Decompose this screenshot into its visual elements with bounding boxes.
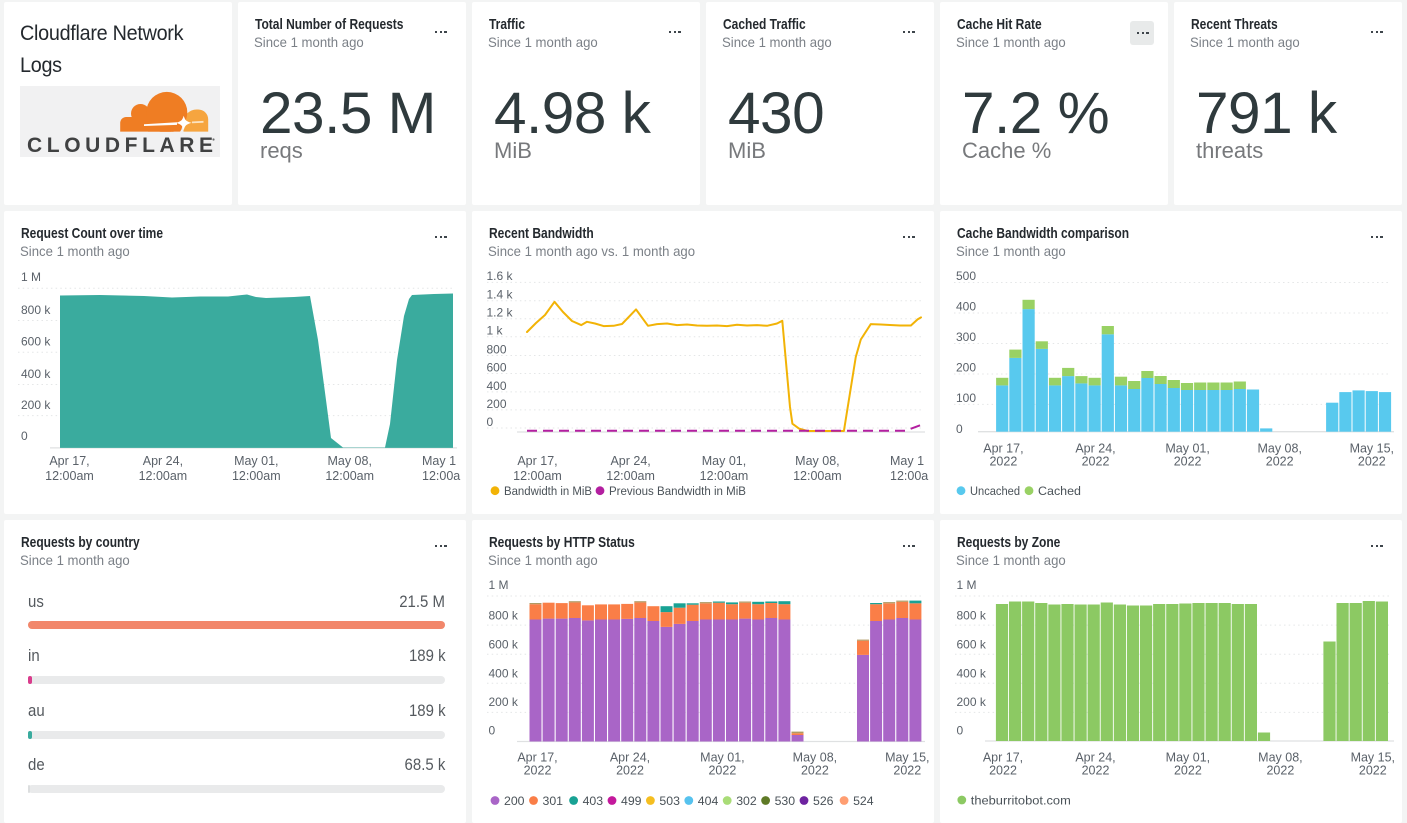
svg-text:1 k: 1 k <box>487 324 504 338</box>
svg-text:Apr 24,: Apr 24, <box>1075 750 1115 764</box>
svg-text:301: 301 <box>543 794 564 808</box>
svg-text:400 k: 400 k <box>957 667 987 681</box>
svg-text:2022: 2022 <box>1082 455 1110 469</box>
svg-text:12:00am: 12:00am <box>700 469 749 483</box>
svg-text:May 01,: May 01, <box>1165 441 1209 455</box>
svg-text:530: 530 <box>775 794 796 808</box>
svg-text:Bandwidth in MiB: Bandwidth in MiB <box>504 484 592 498</box>
svg-text:0: 0 <box>489 724 496 738</box>
svg-text:May 1: May 1 <box>890 454 924 468</box>
svg-text:May 08,: May 08, <box>327 454 371 468</box>
svg-text:Apr 17,: Apr 17, <box>517 750 557 764</box>
svg-text:1.2 k: 1.2 k <box>487 306 514 320</box>
svg-text:400 k: 400 k <box>489 667 519 681</box>
svg-text:Previous Bandwidth in MiB: Previous Bandwidth in MiB <box>609 484 746 498</box>
svg-text:503: 503 <box>659 794 680 808</box>
svg-text:2022: 2022 <box>708 764 736 778</box>
svg-text:2022: 2022 <box>1174 455 1202 469</box>
svg-text:12:00a: 12:00a <box>890 469 928 483</box>
svg-text:526: 526 <box>813 794 834 808</box>
svg-text:May 15,: May 15, <box>885 750 929 764</box>
svg-text:403: 403 <box>583 794 604 808</box>
svg-text:12:00am: 12:00am <box>606 469 655 483</box>
svg-text:0: 0 <box>21 429 28 443</box>
svg-text:300: 300 <box>956 330 976 344</box>
svg-text:1.6 k: 1.6 k <box>487 269 514 283</box>
svg-text:2022: 2022 <box>989 455 1017 469</box>
svg-text:Apr 24,: Apr 24, <box>1075 441 1115 455</box>
svg-text:499: 499 <box>621 794 642 808</box>
svg-text:0: 0 <box>956 422 963 436</box>
svg-text:600 k: 600 k <box>21 335 51 349</box>
svg-text:2022: 2022 <box>989 764 1017 778</box>
svg-text:May 08,: May 08, <box>1257 441 1301 455</box>
svg-text:200: 200 <box>504 794 525 808</box>
svg-text:2022: 2022 <box>1266 455 1294 469</box>
svg-text:1 M: 1 M <box>489 578 509 592</box>
svg-text:200 k: 200 k <box>21 398 51 412</box>
svg-text:May 01,: May 01, <box>234 454 278 468</box>
svg-text:200 k: 200 k <box>489 695 519 709</box>
svg-text:Apr 17,: Apr 17, <box>983 441 1023 455</box>
svg-text:theburritobot.com: theburritobot.com <box>971 794 1071 808</box>
svg-text:200 k: 200 k <box>957 695 987 709</box>
svg-text:Apr 17,: Apr 17, <box>983 750 1023 764</box>
svg-text:May 08,: May 08, <box>1258 750 1302 764</box>
svg-text:2022: 2022 <box>1174 764 1202 778</box>
svg-text:CLOUDFLARE: CLOUDFLARE <box>27 134 218 157</box>
svg-text:200: 200 <box>487 397 507 411</box>
svg-text:May 15,: May 15, <box>1351 750 1395 764</box>
svg-text:600: 600 <box>487 360 507 374</box>
svg-text:0: 0 <box>957 724 964 738</box>
svg-text:Uncached: Uncached <box>970 484 1020 498</box>
svg-text:400: 400 <box>956 300 976 314</box>
svg-text:Apr 17,: Apr 17, <box>49 454 89 468</box>
svg-text:Apr 24,: Apr 24, <box>143 454 183 468</box>
svg-text:12:00a: 12:00a <box>422 469 460 483</box>
svg-text:Apr 24,: Apr 24, <box>610 750 650 764</box>
svg-text:200: 200 <box>956 361 976 375</box>
svg-text:100: 100 <box>956 391 976 405</box>
svg-text:12:00am: 12:00am <box>513 469 562 483</box>
svg-text:2022: 2022 <box>524 764 552 778</box>
svg-text:Apr 17,: Apr 17, <box>517 454 557 468</box>
svg-text:404: 404 <box>698 794 719 808</box>
svg-text:2022: 2022 <box>616 764 644 778</box>
svg-text:500: 500 <box>956 269 976 283</box>
svg-text:400 k: 400 k <box>21 367 51 381</box>
svg-text:800: 800 <box>487 342 507 356</box>
svg-text:600 k: 600 k <box>489 638 519 652</box>
svg-text:2022: 2022 <box>1359 764 1387 778</box>
svg-text:May 15,: May 15, <box>1350 441 1394 455</box>
svg-text:2022: 2022 <box>1082 764 1110 778</box>
svg-text:12:00am: 12:00am <box>325 469 374 483</box>
svg-text:2022: 2022 <box>893 764 921 778</box>
svg-text:12:00am: 12:00am <box>139 469 188 483</box>
svg-text:Apr 24,: Apr 24, <box>610 454 650 468</box>
svg-text:May 01,: May 01, <box>702 454 746 468</box>
svg-text:800 k: 800 k <box>957 608 987 622</box>
svg-text:400: 400 <box>487 379 507 393</box>
svg-text:2022: 2022 <box>1358 455 1386 469</box>
svg-text:1.4 k: 1.4 k <box>487 288 514 302</box>
svg-text:12:00am: 12:00am <box>232 469 281 483</box>
svg-text:May 08,: May 08, <box>793 750 837 764</box>
svg-text:600 k: 600 k <box>957 638 987 652</box>
svg-text:0: 0 <box>487 415 494 429</box>
svg-text:800 k: 800 k <box>21 303 51 317</box>
svg-text:May 08,: May 08, <box>795 454 839 468</box>
svg-text:524: 524 <box>853 794 874 808</box>
svg-text:302: 302 <box>736 794 757 808</box>
svg-text:2022: 2022 <box>801 764 829 778</box>
svg-text:May 1: May 1 <box>422 454 456 468</box>
svg-text:2022: 2022 <box>1266 764 1294 778</box>
svg-text:12:00am: 12:00am <box>793 469 842 483</box>
svg-text:1 M: 1 M <box>957 578 977 592</box>
svg-text:Cached: Cached <box>1038 484 1081 498</box>
svg-text:May 01,: May 01, <box>1166 750 1210 764</box>
svg-text:May 01,: May 01, <box>700 750 744 764</box>
svg-text:12:00am: 12:00am <box>45 469 94 483</box>
svg-text:800 k: 800 k <box>489 608 519 622</box>
svg-text:1 M: 1 M <box>21 270 41 284</box>
